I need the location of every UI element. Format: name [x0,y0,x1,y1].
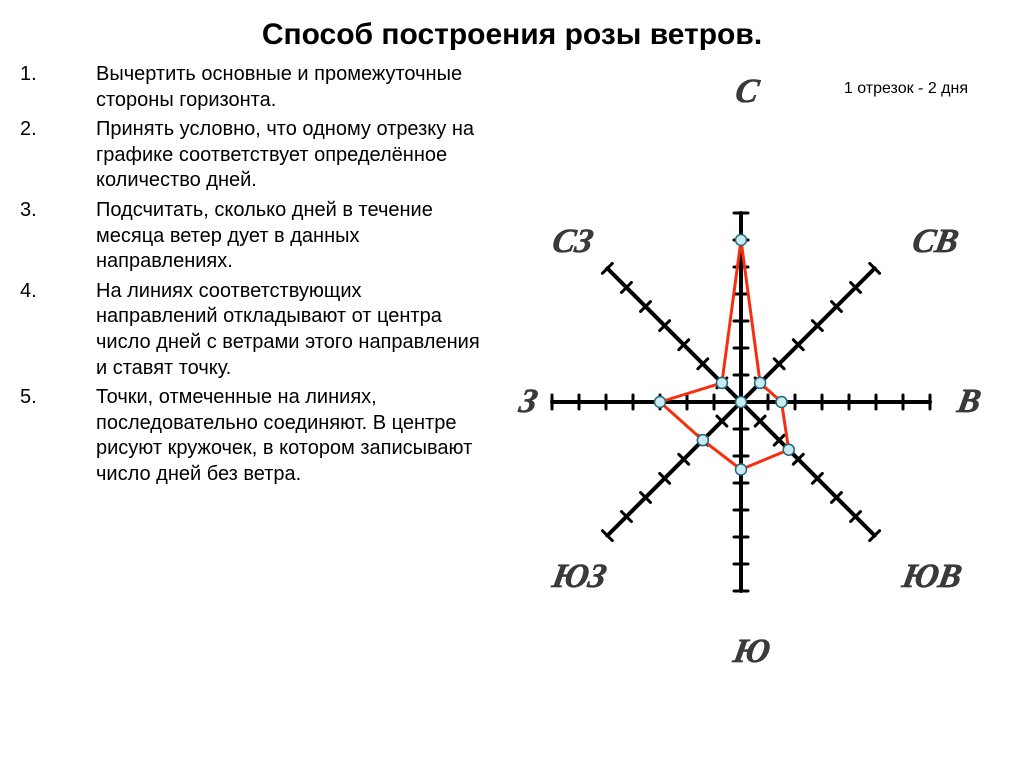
step-item: Точки, отмеченные на линиях, последовате… [16,385,486,487]
svg-text:З: З [516,382,541,420]
svg-text:СВ: СВ [910,222,962,260]
step-item: Принять условно, что одному отрезку на г… [16,117,486,194]
svg-text:ЮВ: ЮВ [899,557,965,595]
step-item: На линиях соответствующих направлений от… [16,279,486,381]
diagram-panel: 1 отрезок - 2 дня ССВВЮВЮЮЗЗСЗ [486,52,1008,492]
wind-rose-diagram: С СВ В ЮВ Ю ЮЗ З СЗ [486,52,1024,752]
svg-text:СЗ: СЗ [550,222,597,260]
step-item: Подсчитать, сколько дней в течение месяц… [16,198,486,275]
step-item: Вычертить основные и промежуточные сторо… [16,62,486,113]
instructions-panel: Вычертить основные и промежуточные сторо… [16,52,486,492]
steps-list: Вычертить основные и промежуточные сторо… [16,62,486,488]
svg-text:В: В [954,382,984,420]
svg-text:С: С [733,72,763,110]
content-row: Вычертить основные и промежуточные сторо… [0,52,1024,492]
svg-text:Ю: Ю [730,632,774,670]
page-title: Способ построения розы ветров. [0,0,1024,52]
svg-text:ЮЗ: ЮЗ [549,557,610,595]
